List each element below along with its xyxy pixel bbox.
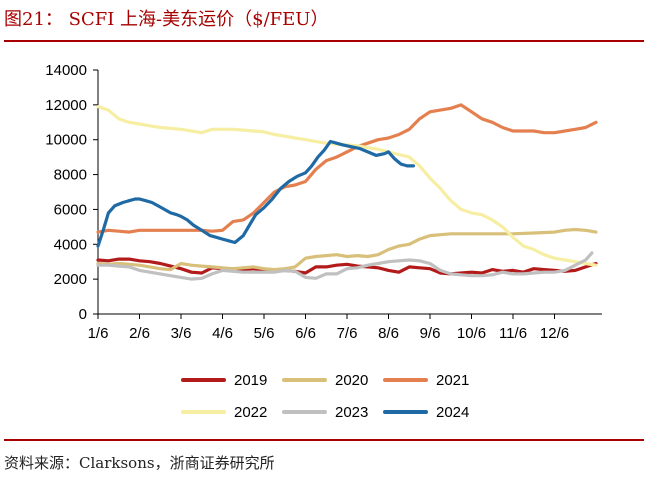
y-tick-label: 8000 (54, 167, 87, 184)
source-note: 资料来源：Clarksons，浙商证券研究所 (4, 454, 275, 472)
x-tick-label: 1/6 (88, 325, 109, 342)
chart-series-lines (96, 103, 598, 281)
y-tick-label: 2000 (54, 271, 87, 288)
series-line-2024 (96, 139, 415, 248)
series-line-2020 (96, 227, 598, 272)
legend-label-2020: 2020 (335, 372, 368, 389)
x-tick-label: 2/6 (129, 325, 150, 342)
series-line-2023 (96, 251, 594, 281)
legend-label-2022: 2022 (234, 404, 267, 421)
x-tick-label: 11/6 (499, 325, 527, 342)
legend-label-2024: 2024 (436, 404, 469, 421)
x-tick-label: 7/6 (337, 325, 358, 342)
y-tick-label: 4000 (54, 236, 87, 253)
legend-label-2021: 2021 (436, 372, 469, 389)
top-divider (4, 40, 644, 42)
x-tick-label: 9/6 (420, 325, 441, 342)
y-tick-label: 0 (79, 306, 87, 323)
chart-axes: 0 2000 4000 6000 8000 10000 12000 14000 1/6 2/6 3/… (45, 62, 602, 342)
y-tick-label: 6000 (54, 201, 87, 218)
legend-label-2023: 2023 (335, 404, 368, 421)
x-tick-label: 12/6 (540, 325, 569, 342)
legend-label-2019: 2019 (234, 372, 267, 389)
y-tick-label: 10000 (45, 132, 87, 149)
series-line-2019 (96, 257, 598, 276)
series-line-2021 (96, 103, 598, 234)
y-tick-label: 14000 (45, 62, 87, 79)
x-tick-label: 8/6 (378, 325, 399, 342)
chart-legend: 2019 2020 2021 2022 2023 2024 (181, 372, 469, 421)
y-tick-label: 12000 (45, 97, 87, 114)
x-tick-label: 10/6 (457, 325, 486, 342)
x-tick-label: 6/6 (295, 325, 316, 342)
x-tick-label: 5/6 (254, 325, 275, 342)
bottom-divider (4, 439, 644, 441)
x-tick-label: 4/6 (212, 325, 233, 342)
x-tick-label: 3/6 (171, 325, 192, 342)
chart-title: 图21： SCFI 上海-美东运价（$/FEU） (4, 9, 329, 30)
